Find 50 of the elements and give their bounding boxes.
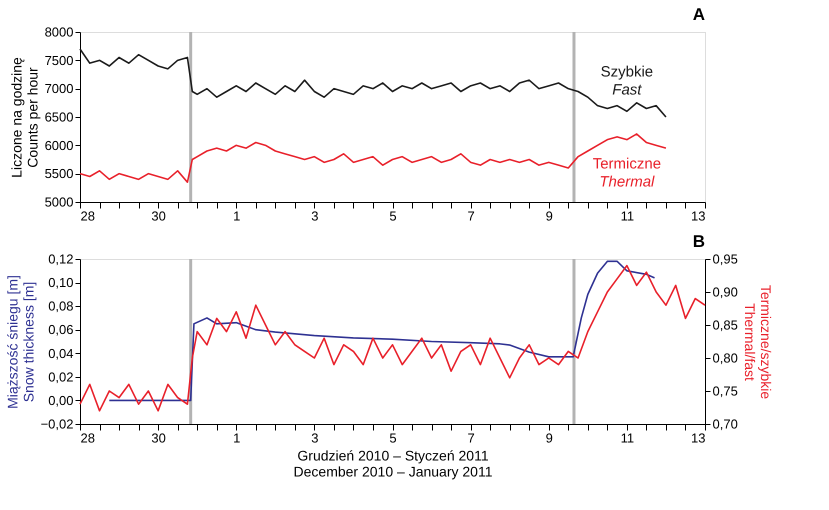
x-tick-label: 9 (546, 208, 553, 224)
y2-tick-label: 0,85 (712, 318, 738, 332)
y-tick-label: 7500 (44, 52, 74, 68)
y-tick-label: 0,00 (48, 392, 74, 408)
x-tick-label: 11 (620, 208, 634, 224)
x-tick-label: 3 (311, 430, 318, 446)
y-tick-label: 6500 (44, 110, 74, 124)
line-series (79, 264, 706, 412)
x-tick-label: 7 (468, 430, 475, 446)
y2-tick-label: 0,80 (712, 350, 738, 366)
y2-tick-label: 0,90 (712, 284, 738, 300)
y-tick-label: 0,12 (48, 252, 74, 266)
chart-title: A (692, 5, 705, 24)
x-tick-label: 30 (151, 208, 166, 224)
y-tick-label: 7000 (44, 81, 74, 96)
x-tick-label: 7 (468, 208, 475, 224)
y-tick-label: 5500 (44, 166, 74, 182)
x-tick-label: 28 (80, 430, 95, 446)
y-axis-title: Miąższość śniegu [m] Snow thickness [m] (4, 275, 37, 409)
x-tick-label: 1 (233, 208, 240, 224)
x-tick-label: 1 (233, 430, 240, 446)
y2-tick-label: 0,70 (712, 416, 738, 432)
y2-tick-label: 0,75 (712, 384, 738, 398)
line-series (108, 260, 656, 402)
y-tick-label: 5000 (44, 194, 74, 210)
x-tick-label: 11 (620, 430, 634, 446)
line-series (79, 48, 667, 118)
y-tick-label: −0,02 (40, 416, 74, 432)
y2-tick-label: 0,95 (712, 252, 738, 266)
y-tick-label: 6000 (44, 138, 74, 153)
x-tick-label: 30 (151, 430, 166, 446)
x-tick-label: 5 (389, 208, 397, 224)
x-tick-label: 28 (80, 208, 95, 224)
x-tick-label: 13 (691, 430, 706, 446)
x-tick-label: 5 (389, 430, 397, 446)
y-tick-label: 0,08 (48, 298, 74, 314)
y-tick-label: 8000 (44, 24, 74, 40)
chart-title: B (692, 232, 705, 251)
y2-axis-title: Termiczne/szybkie Thermal/fast (742, 284, 774, 400)
y-axis-title: Liczone na godzinę Counts per hour (8, 56, 41, 178)
x-axis-title: Grudzień 2010 – Styczeń 2011 December 2010 – January 2011 (294, 448, 493, 480)
y-tick-label: 0,06 (48, 322, 74, 338)
y-tick-label: 0,04 (48, 346, 74, 361)
x-tick-label: 3 (311, 208, 318, 224)
series-label: Termiczne Thermal (592, 156, 662, 191)
y-tick-label: 0,10 (48, 275, 74, 290)
y-tick-label: 0,02 (48, 369, 74, 384)
series-label: Szybkie Fast (600, 63, 654, 98)
x-tick-label: 9 (546, 430, 553, 446)
x-tick-label: 13 (691, 208, 706, 224)
